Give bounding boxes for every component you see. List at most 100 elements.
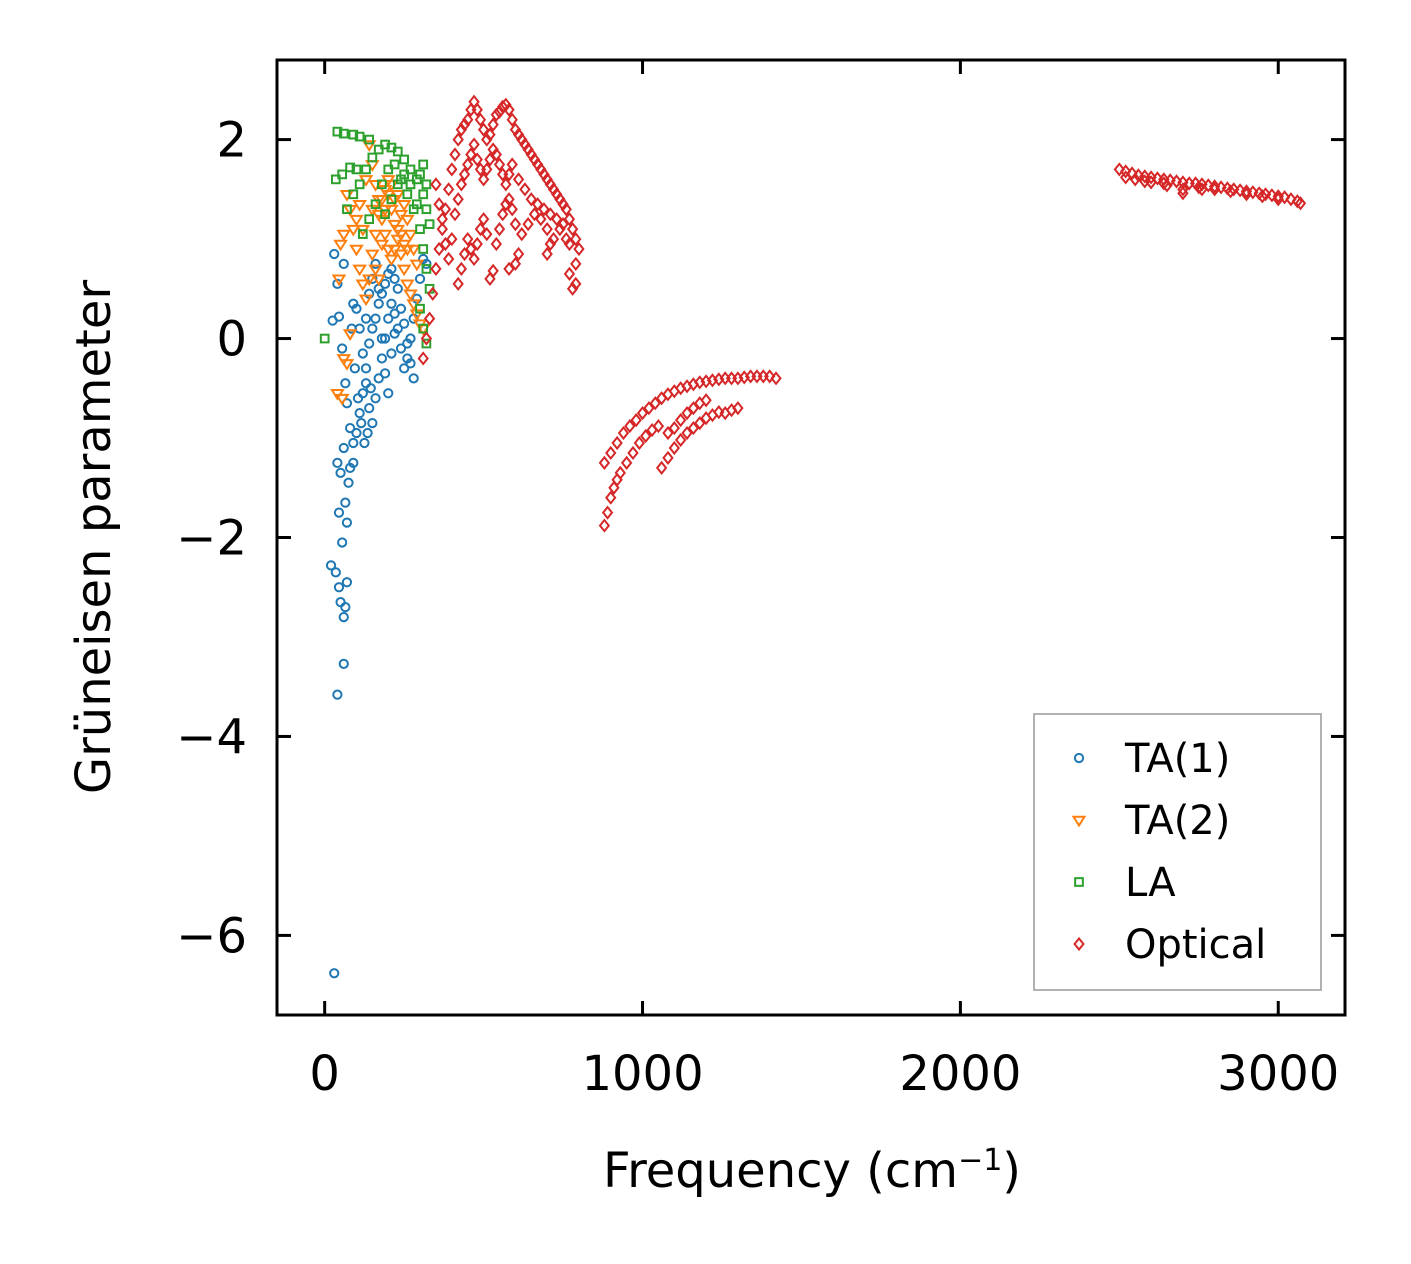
data-point bbox=[455, 122, 468, 137]
data-point bbox=[506, 202, 518, 217]
data-point bbox=[484, 127, 496, 142]
data-point bbox=[436, 212, 448, 227]
data-point bbox=[474, 112, 487, 127]
data-point bbox=[439, 236, 452, 252]
data-point bbox=[352, 264, 367, 277]
data-point bbox=[563, 266, 576, 281]
y-axis-title: Grüneisen parameter bbox=[66, 280, 122, 795]
data-point bbox=[458, 117, 471, 132]
data-point bbox=[506, 157, 518, 172]
legend-label: TA(1) bbox=[1124, 736, 1230, 782]
data-point bbox=[418, 244, 429, 254]
data-point bbox=[1272, 189, 1284, 204]
data-point bbox=[396, 264, 412, 277]
data-point bbox=[362, 427, 373, 439]
data-point bbox=[399, 154, 409, 165]
data-point bbox=[471, 236, 483, 252]
data-point bbox=[668, 440, 681, 456]
data-point bbox=[490, 107, 503, 122]
data-point bbox=[541, 222, 553, 237]
data-point bbox=[496, 207, 509, 222]
data-point bbox=[681, 406, 693, 421]
data-point bbox=[763, 369, 776, 384]
data-point bbox=[1240, 184, 1253, 199]
data-point bbox=[335, 467, 346, 478]
legend-entry: TA(1) bbox=[1073, 736, 1230, 782]
data-point bbox=[349, 244, 364, 257]
data-point bbox=[370, 313, 381, 324]
data-point bbox=[1266, 188, 1278, 203]
data-point bbox=[364, 134, 375, 145]
data-point bbox=[471, 152, 483, 167]
data-point bbox=[452, 132, 464, 147]
data-point bbox=[713, 405, 725, 420]
data-point bbox=[487, 263, 499, 278]
data-point bbox=[348, 298, 359, 309]
data-point bbox=[370, 393, 381, 404]
data-point bbox=[376, 353, 388, 364]
data-point bbox=[614, 465, 626, 480]
data-point bbox=[1294, 196, 1307, 211]
data-point bbox=[367, 417, 378, 429]
legend-items: TA(1) TA(2) LA Optical bbox=[1071, 736, 1266, 968]
data-point bbox=[377, 229, 393, 242]
data-point bbox=[474, 222, 487, 237]
data-point bbox=[415, 224, 425, 234]
data-point bbox=[458, 246, 471, 262]
data-point bbox=[348, 457, 359, 469]
legend-entry: LA bbox=[1074, 860, 1176, 906]
data-point bbox=[352, 393, 364, 404]
data-point bbox=[399, 363, 410, 374]
x-tick-label: 2000 bbox=[899, 1046, 1021, 1102]
data-point bbox=[395, 303, 407, 314]
data-point bbox=[1208, 179, 1221, 194]
data-point bbox=[340, 378, 351, 389]
data-point bbox=[1119, 164, 1132, 179]
data-point bbox=[700, 393, 712, 408]
data-point bbox=[417, 351, 429, 366]
data-point bbox=[455, 177, 468, 192]
data-point bbox=[465, 241, 477, 257]
data-point bbox=[354, 131, 365, 142]
data-point bbox=[361, 274, 377, 287]
data-point bbox=[333, 507, 345, 518]
data-point bbox=[403, 289, 418, 302]
data-point bbox=[452, 192, 464, 207]
data-point bbox=[770, 371, 782, 386]
data-point bbox=[481, 132, 493, 147]
data-point bbox=[334, 393, 350, 406]
series-optical bbox=[417, 94, 1307, 533]
data-point bbox=[345, 224, 361, 237]
x-tick-label: 1000 bbox=[581, 1046, 703, 1102]
data-point bbox=[396, 199, 412, 212]
data-point bbox=[342, 204, 352, 215]
data-point bbox=[380, 209, 390, 220]
data-point bbox=[361, 164, 371, 175]
data-point bbox=[522, 217, 534, 232]
data-point bbox=[418, 189, 429, 200]
data-point bbox=[620, 455, 633, 470]
data-point bbox=[332, 457, 343, 469]
data-point bbox=[430, 177, 442, 192]
data-point bbox=[338, 611, 349, 623]
data-point bbox=[1215, 180, 1227, 195]
data-point bbox=[355, 279, 371, 292]
data-point bbox=[1151, 171, 1164, 186]
data-point bbox=[337, 537, 348, 548]
data-point bbox=[383, 313, 394, 324]
data-point bbox=[687, 420, 700, 436]
data-point bbox=[636, 406, 649, 421]
data-point bbox=[405, 333, 416, 344]
data-point bbox=[538, 202, 550, 217]
data-point bbox=[421, 179, 432, 190]
data-point bbox=[490, 147, 503, 162]
data-point bbox=[509, 256, 522, 272]
data-point bbox=[503, 261, 515, 277]
data-point bbox=[547, 231, 560, 247]
data-point bbox=[694, 415, 706, 431]
data-point bbox=[430, 261, 442, 277]
data-point bbox=[687, 401, 700, 416]
data-point bbox=[364, 214, 375, 225]
data-point bbox=[541, 246, 553, 262]
data-point bbox=[528, 207, 541, 222]
